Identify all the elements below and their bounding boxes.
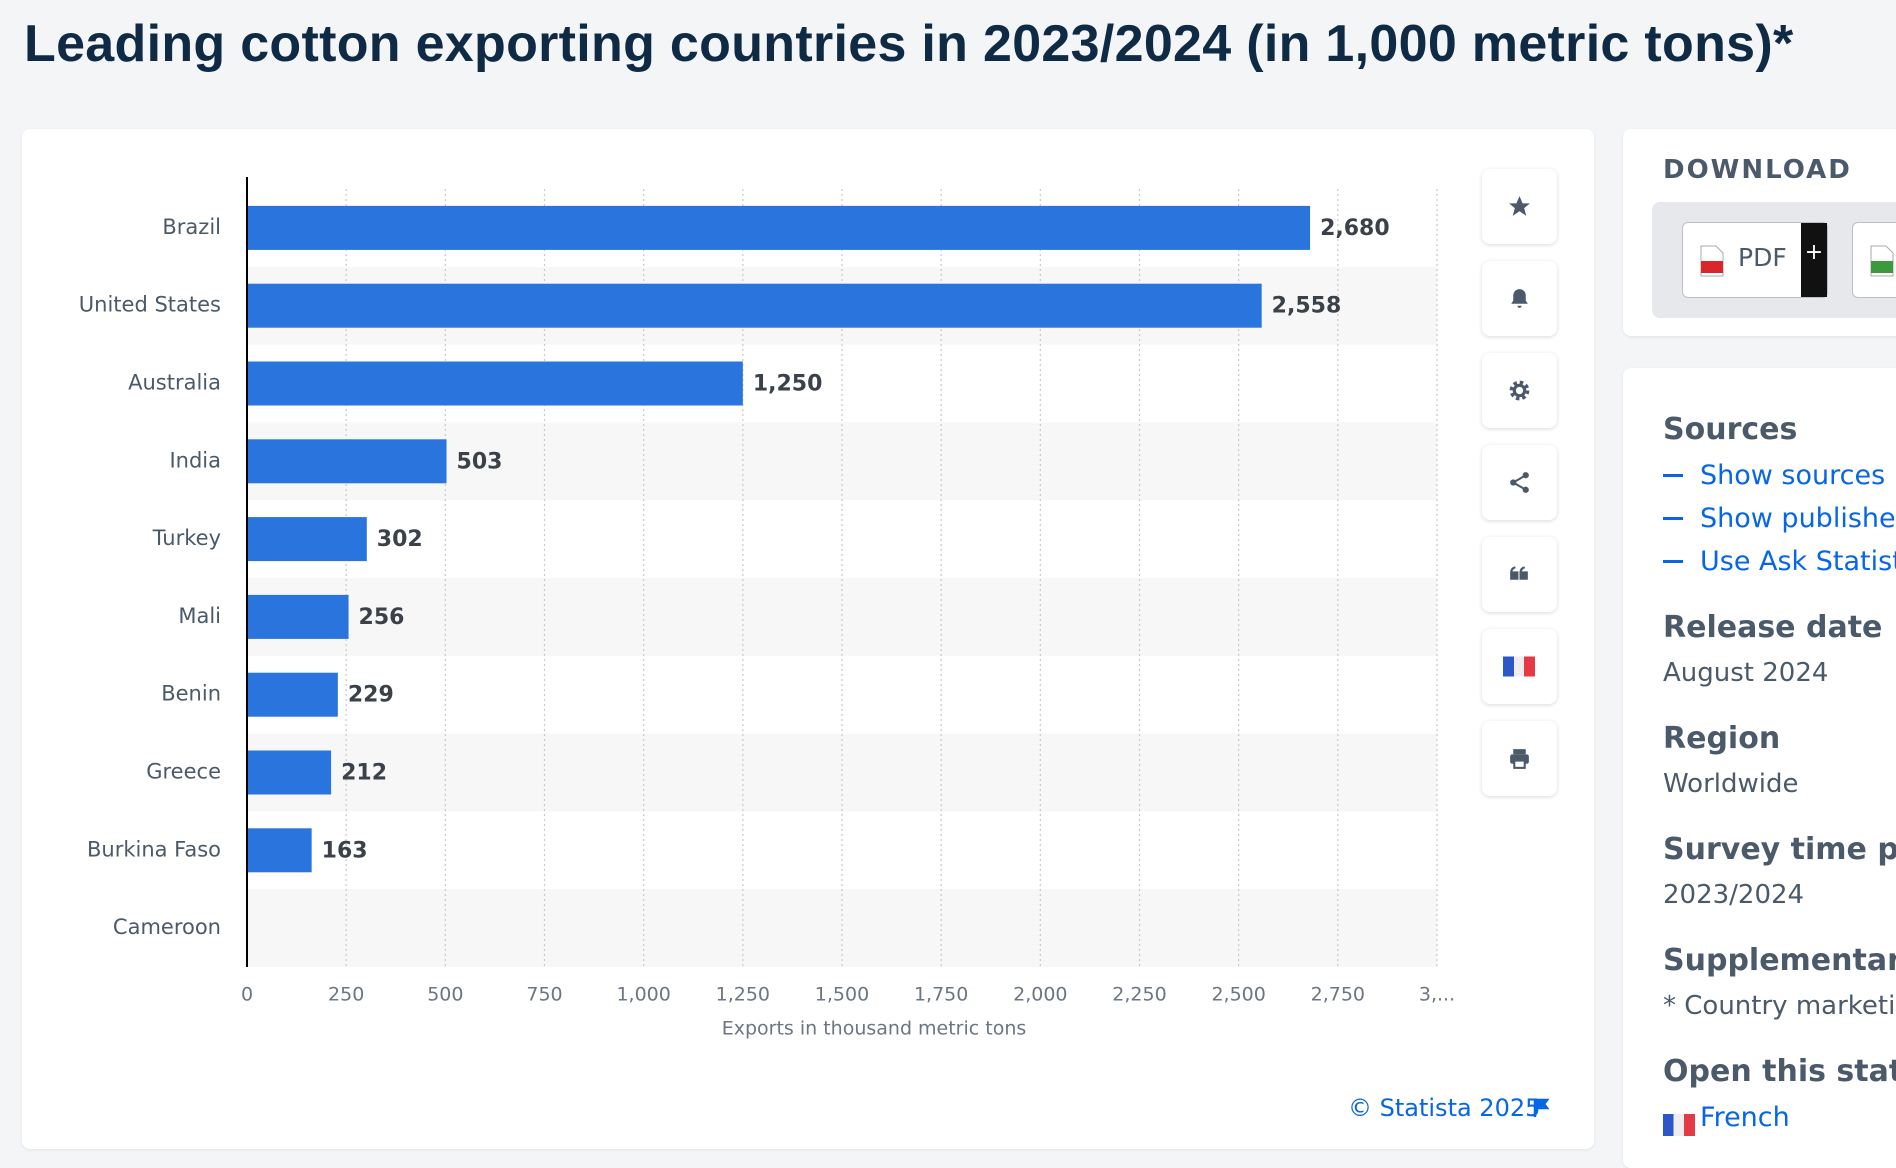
- x-tick-label: 500: [427, 984, 463, 1006]
- y-tick-label: Australia: [128, 371, 221, 395]
- detail-heading: Release date: [1663, 610, 1883, 645]
- x-tick-label: 2,250: [1112, 984, 1166, 1006]
- link-arrow: [1663, 560, 1683, 563]
- value-label: 163: [322, 838, 368, 863]
- settings-button[interactable]: [1482, 353, 1557, 428]
- x-tick-label: 750: [526, 984, 562, 1006]
- download-card: DOWNLOAD PDF +: [1623, 129, 1896, 336]
- detail-heading: Open this statis: [1663, 1054, 1896, 1089]
- y-tick-label: Cameroon: [113, 915, 221, 939]
- value-label: 2,558: [1272, 294, 1342, 319]
- page: Leading cotton exporting countries in 20…: [22, 15, 1896, 1168]
- value-label: 1,250: [753, 372, 823, 397]
- y-tick-label: Turkey: [152, 526, 221, 550]
- pdf-icon: [1700, 245, 1724, 277]
- xls-button[interactable]: [1852, 222, 1896, 298]
- value-label: 229: [348, 683, 394, 708]
- x-tick-label: 1,000: [616, 984, 670, 1006]
- y-tick-label: India: [169, 448, 221, 472]
- x-tick-label: 2,500: [1211, 984, 1265, 1006]
- y-tick-label: United States: [79, 293, 221, 317]
- pdf-button[interactable]: PDF +: [1682, 222, 1828, 298]
- alert-button[interactable]: [1482, 261, 1557, 336]
- bar: [247, 439, 447, 484]
- bar: [247, 283, 1262, 328]
- detail-link[interactable]: Show publisher: [1700, 503, 1896, 534]
- pdf-label: PDF: [1738, 243, 1787, 272]
- link-arrow: [1663, 517, 1683, 520]
- copyright: © Statista 2025: [1348, 1094, 1541, 1122]
- bar: [247, 205, 1311, 250]
- flag-icon: [1533, 1098, 1550, 1117]
- bar: [247, 361, 743, 406]
- detail-text: * Country marketin: [1663, 991, 1896, 1021]
- detail-text: 2023/2024: [1663, 880, 1805, 910]
- y-tick-label: Mali: [178, 604, 221, 628]
- detail-text: August 2024: [1663, 658, 1829, 688]
- detail-heading: Sources: [1663, 412, 1798, 447]
- bar: [247, 750, 332, 795]
- y-tick-label: Burkina Faso: [87, 837, 221, 861]
- print-button[interactable]: [1482, 721, 1557, 796]
- favorite-button[interactable]: [1482, 169, 1557, 244]
- bar: [247, 828, 312, 873]
- value-label: 256: [359, 605, 405, 630]
- chart: 0 250 500 750 1,000 1,250 1,500 1,750 2,000 2,250…: [79, 177, 1455, 1040]
- bar: [247, 594, 349, 639]
- detail-link[interactable]: Show sources in: [1700, 460, 1896, 491]
- cite-button[interactable]: [1482, 537, 1557, 612]
- y-tick-label: Benin: [161, 682, 221, 706]
- y-tick-label: Greece: [146, 760, 221, 784]
- row-band: [247, 733, 1437, 812]
- details-card: [1623, 368, 1896, 1168]
- x-tick-label: 2,750: [1311, 984, 1365, 1006]
- bar: [247, 517, 367, 562]
- detail-link[interactable]: French: [1700, 1102, 1790, 1133]
- language-button[interactable]: [1482, 629, 1557, 704]
- value-label: 302: [377, 527, 423, 552]
- page-title: Leading cotton exporting countries in 20…: [24, 15, 1794, 73]
- x-tick-label: 1,250: [716, 984, 770, 1006]
- detail-text: Worldwide: [1663, 769, 1799, 799]
- link-arrow: [1663, 474, 1683, 477]
- value-label: 2,680: [1320, 216, 1390, 241]
- x-tick-label: 1,750: [914, 984, 968, 1006]
- x-tick-label: 250: [328, 984, 364, 1006]
- x-axis-title: Exports in thousand metric tons: [722, 1018, 1027, 1040]
- x-tick-label: 2,000: [1013, 984, 1067, 1006]
- bar: [247, 672, 338, 717]
- flag: [1663, 1114, 1695, 1136]
- detail-heading: Survey time per: [1663, 832, 1896, 867]
- pdf-plus[interactable]: +: [1801, 223, 1827, 297]
- detail-heading: Region: [1663, 721, 1781, 756]
- share-button[interactable]: [1482, 445, 1557, 520]
- value-label: 212: [341, 761, 387, 786]
- x-tick-label: 3,...: [1419, 984, 1455, 1006]
- x-tick-label: 0: [241, 984, 253, 1006]
- value-label: 503: [457, 449, 503, 474]
- detail-link[interactable]: Use Ask Statista: [1700, 546, 1896, 577]
- detail-heading: Supplementary: [1663, 943, 1896, 978]
- download-title: DOWNLOAD: [1663, 155, 1852, 185]
- x-tick-label: 1,500: [815, 984, 869, 1006]
- y-tick-label: Brazil: [162, 215, 221, 239]
